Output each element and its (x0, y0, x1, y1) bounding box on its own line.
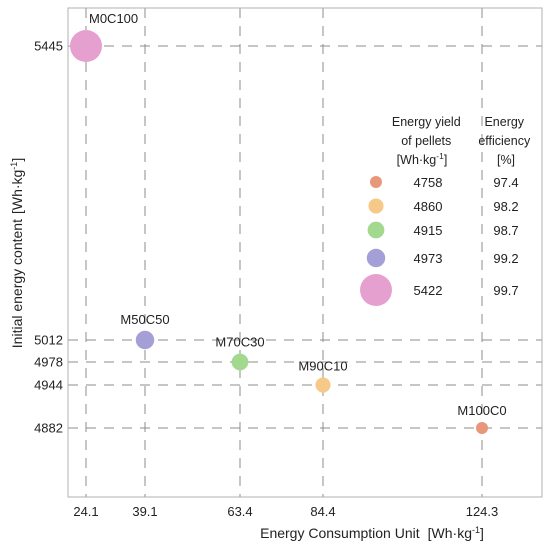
y-axis-label-sup: -1 (9, 162, 19, 170)
plot-frame (67, 7, 543, 498)
y-tick-label: 4978 (34, 355, 63, 370)
legend-efficiency: 97.4 (493, 175, 518, 190)
legend-swatch (370, 176, 382, 188)
data-point (476, 422, 488, 434)
data-point (315, 377, 331, 393)
x-tick-label: 124.3 (466, 504, 499, 519)
data-point (70, 30, 102, 62)
legend-energy-yield: 4758 (414, 175, 443, 190)
data-point (231, 353, 249, 371)
x-tick-label: 24.1 (73, 504, 98, 519)
y-axis-label: Initial energy content[Wh·kg-1] (9, 158, 25, 348)
y-tick-label: 5012 (34, 333, 63, 348)
data-point (135, 330, 155, 350)
point-label: M70C30 (215, 335, 264, 350)
y-axis-ticks: 4882 4944 4978 5012 5445 (34, 39, 63, 436)
grid-lines (68, 8, 542, 497)
y-tick-label: 4882 (34, 421, 63, 436)
legend-swatch (360, 274, 392, 306)
x-axis-ticks: 24.1 39.1 63.4 84.4 124.3 (73, 504, 498, 519)
legend-swatch (367, 221, 385, 239)
point-labels: M0C100 M50C50 M70C30 M90C10 M100C0 (89, 11, 507, 418)
y-tick-label: 5445 (34, 39, 63, 54)
legend-swatch (368, 198, 384, 214)
legend-header-efficiency: Energy efficiency [%] (478, 115, 533, 167)
legend-efficiency: 98.7 (493, 223, 518, 238)
legend-swatch (366, 248, 386, 268)
point-label: M100C0 (457, 403, 506, 418)
legend-energy-yield: 4860 (414, 199, 443, 214)
legend-header-yield: Energy yield of pellets [Wh·kg-1] (392, 115, 464, 167)
data-points (70, 30, 488, 434)
legend-efficiency: 99.7 (493, 283, 518, 298)
point-label: M90C10 (298, 358, 347, 373)
x-tick-label: 39.1 (132, 504, 157, 519)
legend-entries: 4758 97.4 4860 98.2 4915 98.7 4973 99.2 5422 99.7 (360, 175, 519, 306)
x-tick-label: 84.4 (310, 504, 335, 519)
legend-energy-yield: 5422 (414, 283, 443, 298)
y-tick-label: 4944 (34, 378, 63, 393)
x-axis-label-sup: -1 (472, 525, 480, 535)
x-axis-label: Energy Consumption Unit [Wh·kg-1] (260, 525, 484, 541)
legend: Energy yield of pellets [Wh·kg-1] Energy… (360, 115, 533, 306)
legend-efficiency: 98.2 (493, 199, 518, 214)
point-label: M50C50 (120, 312, 169, 327)
x-tick-label: 63.4 (227, 504, 252, 519)
point-label: M0C100 (89, 11, 138, 26)
legend-energy-yield: 4973 (414, 251, 443, 266)
legend-efficiency: 99.2 (493, 251, 518, 266)
legend-energy-yield: 4915 (414, 223, 443, 238)
